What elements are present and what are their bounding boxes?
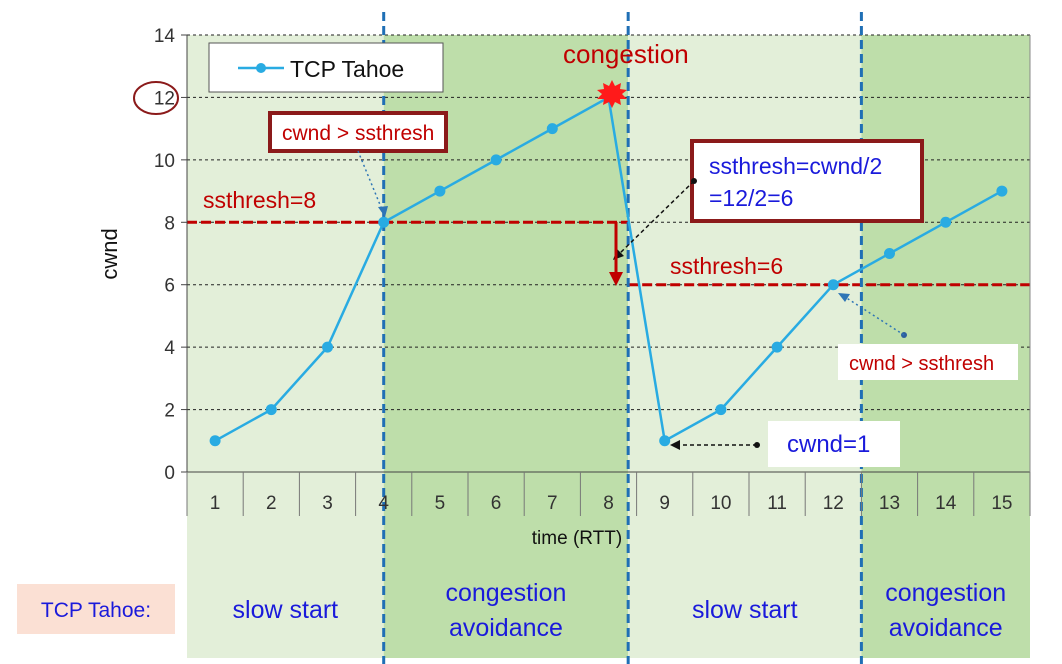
x-tick-label-13: 13 <box>879 493 900 514</box>
x-tick-label-1: 1 <box>210 493 221 514</box>
data-point-7 <box>546 123 558 135</box>
y-tick-label-10: 10 <box>154 151 175 172</box>
x-tick-label-6: 6 <box>491 493 502 514</box>
legend-label-tcp-tahoe: TCP Tahoe <box>290 56 404 82</box>
x-tick-label-15: 15 <box>991 493 1012 514</box>
y-tick-label-8: 8 <box>164 213 175 234</box>
ssthresh-formula-box <box>690 139 924 223</box>
x-tick-label-3: 3 <box>322 493 333 514</box>
phase-label-4-line1: congestion <box>885 579 1006 607</box>
phase-label-4-line2: avoidance <box>889 614 1003 642</box>
phase-label-2-line2: avoidance <box>449 614 563 642</box>
phase-label-2-line1: congestion <box>445 579 566 607</box>
data-point-13 <box>884 248 895 259</box>
pointer-arrow-2 <box>838 293 850 302</box>
data-point-14 <box>940 216 952 228</box>
x-tick-label-2: 2 <box>266 493 277 514</box>
pointer-line-1 <box>357 150 384 213</box>
pointer-arrow-1 <box>378 206 388 217</box>
y-tick-label-6: 6 <box>164 276 175 297</box>
cwnd-reset-box <box>768 421 900 467</box>
cwnd-gt-ssthresh-box-2 <box>838 344 1018 380</box>
x-axis-title: time (RTT) <box>532 528 622 549</box>
phase-labels: slow start congestion avoidance slow start c… <box>233 579 1007 642</box>
data-point-6 <box>490 154 502 166</box>
y12-highlight-ellipse <box>133 81 179 115</box>
ssthresh-8-label: ssthresh=8 <box>203 187 316 213</box>
congestion-label: congestion <box>563 39 689 69</box>
cwnd-reset-text: cwnd=1 <box>787 431 870 458</box>
ssthresh-drop-arrow <box>609 272 623 286</box>
y-tick-label-4: 4 <box>164 338 175 359</box>
data-point-1 <box>209 435 221 447</box>
data-point-10 <box>715 404 727 416</box>
pointer-arrow-3 <box>670 440 680 450</box>
data-point-3 <box>322 341 333 353</box>
pointer-line-2 <box>844 296 905 336</box>
row-label-box <box>17 584 175 634</box>
x-tick-label-14: 14 <box>935 493 957 514</box>
x-tick-label-7: 7 <box>547 493 558 514</box>
pointer-line-formula <box>617 180 695 256</box>
x-tick-label-10: 10 <box>710 493 731 514</box>
data-point-12 <box>827 279 839 291</box>
data-point-15 <box>996 185 1008 197</box>
cwnd-gt-ssthresh-text-1: cwnd > ssthresh <box>282 122 434 145</box>
data-point-4 <box>378 216 390 228</box>
cwnd-gt-ssthresh-text-2: cwnd > ssthresh <box>849 353 994 375</box>
y-tick-label-14: 14 <box>154 26 176 47</box>
data-point-9 <box>659 435 671 447</box>
annotations: ssthresh=8 ssthresh=6 congestion cwnd > … <box>17 39 1018 634</box>
phase-label-3: slow start <box>692 596 798 624</box>
congestion-burst-icon <box>597 80 627 108</box>
row-label-tcp-tahoe: TCP Tahoe: <box>41 599 151 622</box>
data-point-5 <box>434 185 446 197</box>
x-tick-label-4: 4 <box>378 493 389 514</box>
y-tick-label-2: 2 <box>164 401 175 422</box>
x-tick-label-11: 11 <box>767 493 787 514</box>
legend-swatch-marker <box>256 63 266 73</box>
x-tick-label-9: 9 <box>659 493 670 514</box>
y-tick-label-12: 12 <box>154 88 175 109</box>
data-point-2 <box>265 404 277 416</box>
x-tick-label-8: 8 <box>603 493 614 514</box>
ssthresh-6-label: ssthresh=6 <box>670 253 783 279</box>
data-point-11 <box>771 341 783 353</box>
phase-dividers <box>382 12 863 664</box>
x-tick-label-12: 12 <box>823 493 844 514</box>
y-axis-title: cwnd <box>97 228 122 279</box>
phase-label-1: slow start <box>233 596 339 624</box>
x-tick-label-5: 5 <box>435 493 446 514</box>
ssthresh-formula-line1: ssthresh=cwnd/2 <box>709 153 882 179</box>
phase-bg-3 <box>628 35 862 658</box>
y-tick-label-0: 0 <box>164 463 175 484</box>
ssthresh-formula-line2: =12/2=6 <box>709 185 793 211</box>
